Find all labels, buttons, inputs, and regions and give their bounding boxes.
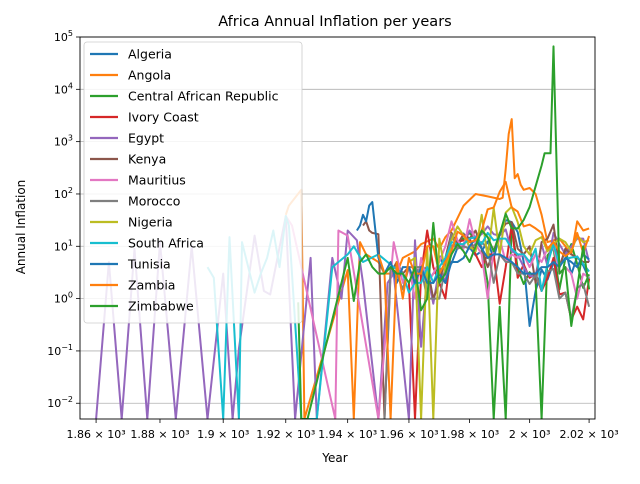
y-tick-label: 104 bbox=[54, 81, 73, 96]
y-tick-label: 105 bbox=[54, 29, 73, 44]
series-line-morocco bbox=[383, 233, 591, 419]
y-tick-label: 100 bbox=[54, 291, 73, 306]
y-tick-label: 102 bbox=[54, 186, 73, 201]
legend-label: Tunisia bbox=[127, 257, 171, 272]
x-tick-label: 1.96 × 10³ bbox=[379, 428, 438, 441]
legend-box bbox=[83, 41, 303, 324]
legend-label: Morocco bbox=[128, 194, 180, 209]
series-line-angola bbox=[284, 118, 590, 419]
y-axis: 10−2 10−1 100 101 102 103 104 105 bbox=[47, 29, 80, 410]
legend-label: Ivory Coast bbox=[128, 110, 199, 125]
legend: Algeria Angola Central African Republic Ivo… bbox=[83, 41, 303, 324]
plot-area bbox=[95, 45, 591, 419]
y-tick-label: 103 bbox=[54, 134, 73, 149]
legend-label: Central African Republic bbox=[128, 89, 279, 104]
x-tick-label: 1.88 × 10³ bbox=[130, 428, 189, 441]
x-tick-label: 1.98 × 10³ bbox=[440, 428, 499, 441]
legend-label: Egypt bbox=[128, 131, 164, 146]
x-tick-label: 1.86 × 10³ bbox=[67, 428, 126, 441]
x-axis-label: Year bbox=[321, 451, 347, 465]
x-tick-label: 2 × 10³ bbox=[509, 428, 551, 441]
legend-label: Kenya bbox=[128, 152, 166, 167]
y-axis-label: Annual Inflation bbox=[14, 180, 28, 275]
legend-label: Nigeria bbox=[128, 215, 173, 230]
legend-label: Mauritius bbox=[128, 173, 186, 188]
plot-frame bbox=[79, 36, 596, 420]
legend-label: Angola bbox=[128, 68, 171, 83]
legend-label: South Africa bbox=[128, 236, 204, 251]
x-tick-label: 1.9 × 10³ bbox=[197, 428, 249, 441]
y-tick-label: 10−1 bbox=[47, 343, 73, 358]
chart-title: Africa Annual Inflation per years bbox=[218, 14, 451, 30]
y-tick-label: 10−2 bbox=[47, 395, 73, 410]
x-tick-label: 1.92 × 10³ bbox=[256, 428, 315, 441]
x-axis: 1.86 × 10³ 1.88 × 10³ 1.9 × 10³ 1.92 × 10³ 1… bbox=[67, 419, 619, 441]
y-tick-label: 101 bbox=[54, 238, 73, 253]
x-tick-label: 2.02 × 10³ bbox=[560, 428, 619, 441]
legend-label: Zambia bbox=[128, 278, 175, 293]
x-tick-label: 1.94 × 10³ bbox=[318, 428, 377, 441]
legend-label: Algeria bbox=[128, 47, 172, 62]
series-line-zimbabwe bbox=[297, 45, 591, 419]
legend-label: Zimbabwe bbox=[128, 299, 194, 314]
